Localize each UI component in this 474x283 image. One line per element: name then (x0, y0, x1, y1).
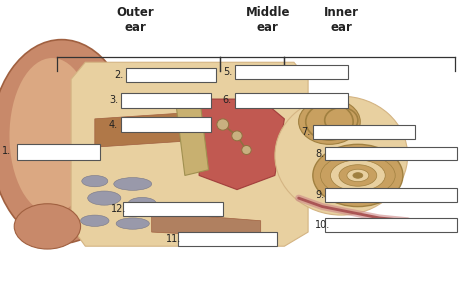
Ellipse shape (339, 165, 377, 186)
Ellipse shape (275, 96, 408, 215)
FancyBboxPatch shape (235, 93, 348, 108)
Text: Middle
ear: Middle ear (246, 6, 290, 34)
Ellipse shape (217, 119, 229, 130)
Ellipse shape (242, 145, 251, 155)
FancyBboxPatch shape (325, 188, 457, 202)
Ellipse shape (313, 144, 403, 207)
FancyBboxPatch shape (126, 68, 216, 82)
Ellipse shape (320, 154, 395, 197)
Text: 1.: 1. (2, 146, 11, 156)
FancyBboxPatch shape (325, 218, 457, 232)
Ellipse shape (299, 99, 360, 144)
FancyBboxPatch shape (121, 117, 211, 132)
Text: Outer
ear: Outer ear (116, 6, 154, 34)
Ellipse shape (116, 218, 149, 229)
Ellipse shape (9, 58, 95, 214)
Ellipse shape (81, 215, 109, 226)
Polygon shape (95, 113, 180, 147)
FancyBboxPatch shape (17, 144, 100, 160)
Text: 3.: 3. (109, 95, 118, 106)
Text: 5.: 5. (223, 67, 232, 77)
Ellipse shape (353, 173, 363, 178)
FancyBboxPatch shape (178, 232, 277, 246)
Text: 9.: 9. (315, 190, 324, 200)
FancyBboxPatch shape (121, 93, 211, 108)
Ellipse shape (347, 169, 369, 182)
Polygon shape (175, 93, 209, 175)
Ellipse shape (0, 40, 133, 243)
Text: 12.: 12. (111, 204, 127, 215)
Ellipse shape (330, 160, 385, 191)
FancyBboxPatch shape (313, 125, 415, 139)
Text: Inner
ear: Inner ear (324, 6, 359, 34)
Text: 7.: 7. (301, 127, 310, 137)
Ellipse shape (88, 191, 121, 205)
Ellipse shape (82, 175, 108, 187)
Text: 2.: 2. (114, 70, 123, 80)
FancyBboxPatch shape (325, 147, 457, 160)
Polygon shape (199, 99, 284, 190)
Ellipse shape (232, 131, 242, 141)
Text: 11.: 11. (166, 234, 181, 244)
Polygon shape (71, 62, 308, 246)
Polygon shape (152, 212, 261, 238)
Ellipse shape (114, 178, 152, 190)
Text: 4.: 4. (109, 119, 118, 130)
Ellipse shape (128, 198, 156, 210)
FancyBboxPatch shape (235, 65, 348, 79)
Text: 6.: 6. (223, 95, 232, 106)
Ellipse shape (14, 204, 81, 249)
FancyBboxPatch shape (123, 202, 223, 216)
Text: 10.: 10. (315, 220, 330, 230)
Text: 8.: 8. (315, 149, 324, 159)
